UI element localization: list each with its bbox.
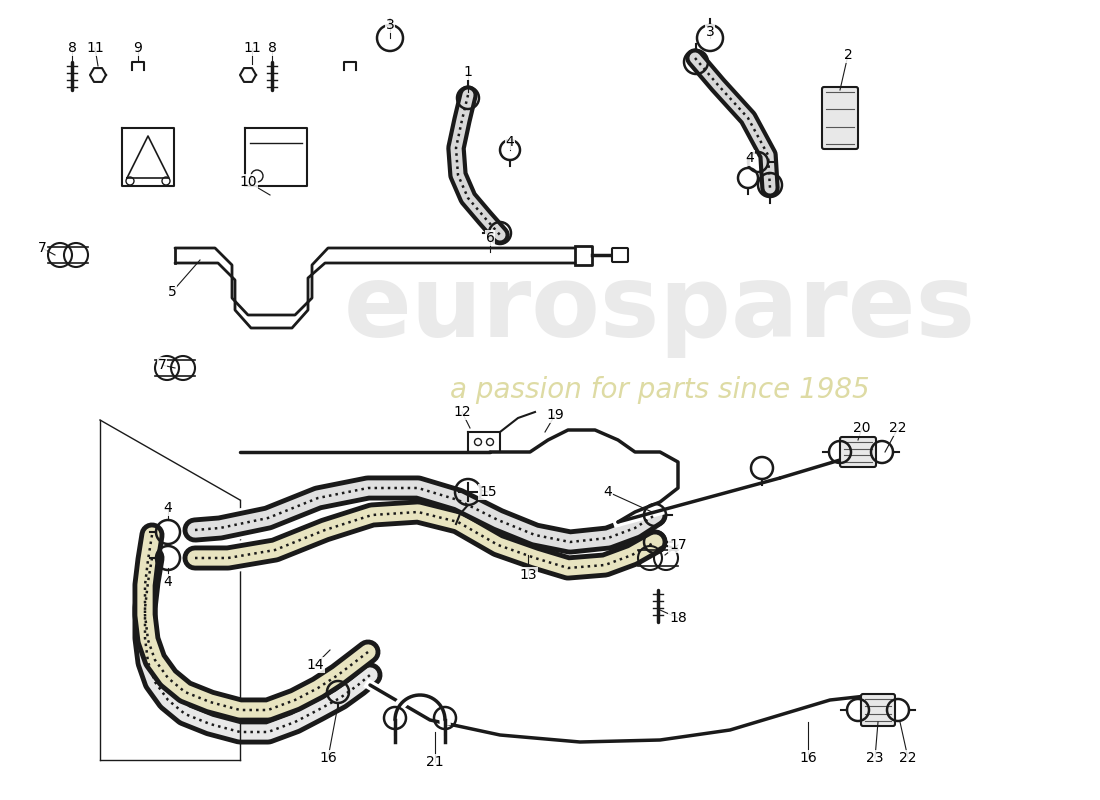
FancyBboxPatch shape [612, 248, 628, 262]
Text: 17: 17 [669, 538, 686, 552]
Text: 11: 11 [243, 41, 261, 55]
Text: 3: 3 [705, 25, 714, 39]
Text: 8: 8 [267, 41, 276, 55]
Text: 14: 14 [306, 658, 323, 672]
Text: 4: 4 [746, 151, 755, 165]
Text: 16: 16 [799, 751, 817, 765]
Text: 6: 6 [485, 231, 494, 245]
Text: 5: 5 [167, 285, 176, 299]
Text: 1: 1 [463, 65, 472, 79]
Text: 21: 21 [426, 755, 443, 769]
Text: 7: 7 [157, 358, 166, 372]
Text: 7: 7 [37, 241, 46, 255]
Text: 13: 13 [519, 568, 537, 582]
FancyBboxPatch shape [822, 87, 858, 149]
Text: 11: 11 [86, 41, 103, 55]
Text: 16: 16 [319, 751, 337, 765]
Text: 19: 19 [546, 408, 564, 422]
Text: 18: 18 [669, 611, 686, 625]
Text: 4: 4 [164, 575, 173, 589]
Text: 3: 3 [386, 18, 395, 32]
Text: 4: 4 [164, 501, 173, 515]
Text: eurospares: eurospares [344, 262, 976, 358]
Text: 12: 12 [453, 405, 471, 419]
Text: 9: 9 [133, 41, 142, 55]
Text: a passion for parts since 1985: a passion for parts since 1985 [450, 376, 870, 404]
Text: 15: 15 [480, 485, 497, 499]
Text: 2: 2 [844, 48, 852, 62]
Text: 22: 22 [900, 751, 916, 765]
Text: 10: 10 [239, 175, 256, 189]
FancyBboxPatch shape [861, 694, 895, 726]
Text: 4: 4 [506, 135, 515, 149]
Text: 8: 8 [67, 41, 76, 55]
FancyBboxPatch shape [840, 437, 876, 467]
Text: 22: 22 [889, 421, 906, 435]
Text: 23: 23 [867, 751, 883, 765]
Text: 20: 20 [854, 421, 871, 435]
Text: 4: 4 [604, 485, 613, 499]
